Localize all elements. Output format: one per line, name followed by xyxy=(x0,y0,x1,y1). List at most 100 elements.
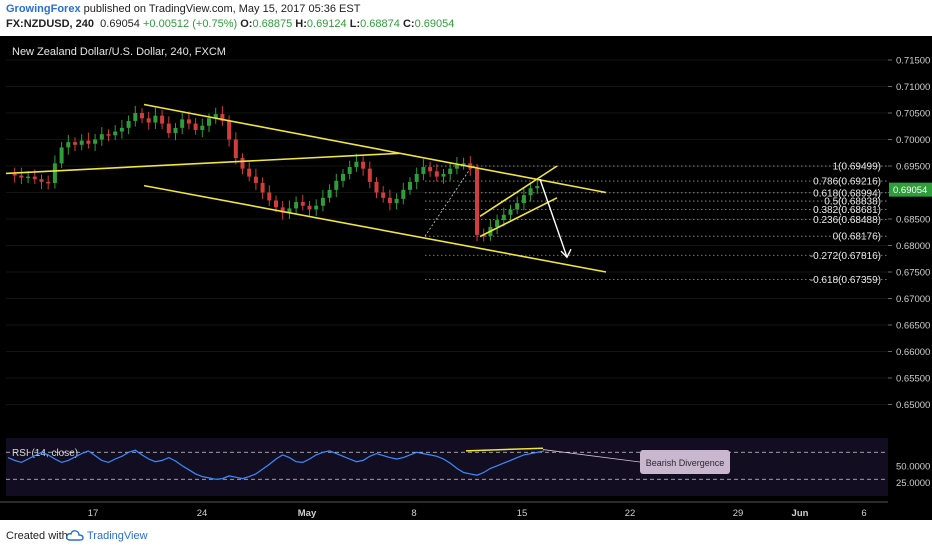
candle-body xyxy=(294,202,298,208)
candle-body xyxy=(174,128,178,133)
time-axis: 17 24 May 8 15 22 29 Jun 6 xyxy=(0,502,932,520)
candle-body xyxy=(254,177,258,183)
footer: Created with TradingView xyxy=(0,520,932,550)
symbol-label: FX:NZDUSD, 240 xyxy=(6,18,94,30)
candle-body xyxy=(73,142,77,145)
candle-body xyxy=(53,163,57,183)
candle-body xyxy=(314,206,318,210)
candle-body xyxy=(328,190,332,198)
candle-body xyxy=(234,140,238,159)
time-tick-label: 22 xyxy=(625,508,636,519)
time-tick-label: 17 xyxy=(88,508,99,519)
price-tick-label: 0.68500 xyxy=(896,215,930,226)
candle-body xyxy=(515,203,519,209)
price-change: +0.00512 (+0.75%) xyxy=(143,18,237,30)
candle-body xyxy=(381,193,385,198)
price-tick-label: 0.65000 xyxy=(896,400,930,411)
price-tick-label: 0.67500 xyxy=(896,268,930,279)
fibonacci-level-label: 0.236(0.68488) xyxy=(813,215,881,226)
candle-body xyxy=(153,116,157,123)
candle-body xyxy=(187,119,191,123)
candle-body xyxy=(194,124,198,130)
publish-line: GrowingForex published on TradingView.co… xyxy=(6,3,360,15)
candle-body xyxy=(127,121,131,128)
time-tick-label: Jun xyxy=(792,508,809,519)
price-tick-label: 0.69500 xyxy=(896,162,930,173)
candle-body xyxy=(475,169,479,235)
price-tick-label: 0.66500 xyxy=(896,321,930,332)
candle-body xyxy=(388,198,392,203)
low-label: L: xyxy=(350,18,360,30)
price-tick-label: 0.66000 xyxy=(896,347,930,358)
time-tick-label: 8 xyxy=(411,508,416,519)
candle-body xyxy=(261,183,265,193)
time-tick-label: 24 xyxy=(197,508,208,519)
fibonacci-level-label: -0.618(0.67359) xyxy=(810,275,881,286)
candle-body xyxy=(133,113,137,121)
fibonacci-level-label: 0.786(0.69216) xyxy=(813,177,881,188)
candle-body xyxy=(535,186,539,188)
candle-body xyxy=(80,141,84,145)
time-tick-label: May xyxy=(298,508,317,519)
candle-body xyxy=(321,198,325,206)
candle-body xyxy=(160,116,164,124)
candle-body xyxy=(341,174,345,181)
candle-body xyxy=(147,118,151,122)
candle-body xyxy=(448,169,452,174)
candle-body xyxy=(435,171,439,176)
last-price: 0.69054 xyxy=(100,18,140,30)
candle-body xyxy=(207,118,211,125)
candle-body xyxy=(33,177,37,180)
time-tick-label: 29 xyxy=(733,508,744,519)
candle-body xyxy=(361,162,365,169)
candle-body xyxy=(241,158,245,169)
candle-body xyxy=(442,174,446,177)
fibonacci-level-label: -0.272(0.67816) xyxy=(810,251,881,262)
open-label: O: xyxy=(240,18,252,30)
price-tick-label: 0.70000 xyxy=(896,135,930,146)
candle-body xyxy=(354,162,358,167)
candle-body xyxy=(395,199,399,203)
candle-body xyxy=(415,174,419,182)
time-tick-label: 6 xyxy=(861,508,866,519)
candle-body xyxy=(368,169,372,182)
tradingview-cloud-icon xyxy=(66,529,84,541)
candle-body xyxy=(267,193,271,201)
price-tick-label: 0.65500 xyxy=(896,374,930,385)
candle-body xyxy=(227,121,231,140)
candle-body xyxy=(502,215,506,220)
candle-body xyxy=(13,174,17,176)
current-price-label: 0.69054 xyxy=(893,185,927,196)
candle-body xyxy=(180,119,184,127)
quote-line: FX:NZDUSD, 240 0.69054 +0.00512 (+0.75%)… xyxy=(6,18,454,30)
candle-body xyxy=(86,141,90,144)
price-tick-label: 0.71500 xyxy=(896,56,930,67)
author-link[interactable]: GrowingForex xyxy=(6,3,81,15)
candle-body xyxy=(167,124,171,134)
time-tick-label: 15 xyxy=(517,508,528,519)
candle-body xyxy=(46,182,50,184)
candle-body xyxy=(334,181,338,190)
candle-body xyxy=(107,134,111,136)
price-chart[interactable]: New Zealand Dollar/U.S. Dollar, 240, FXC… xyxy=(0,36,932,520)
created-with-text: Created with xyxy=(6,530,68,542)
candle-body xyxy=(509,209,513,214)
low-value: 0.68874 xyxy=(360,18,400,30)
candle-body xyxy=(120,128,124,132)
high-label: H: xyxy=(295,18,307,30)
candle-body xyxy=(348,167,352,174)
price-tick-label: 0.68000 xyxy=(896,241,930,252)
candle-body xyxy=(200,126,204,130)
candle-body xyxy=(19,176,23,178)
published-text: published on TradingView.com, May 15, 20… xyxy=(81,3,361,15)
tradingview-brand-link[interactable]: TradingView xyxy=(87,530,148,542)
candle-body xyxy=(274,200,278,207)
fibonacci-level-label: 1(0.69499) xyxy=(833,162,881,173)
candle-body xyxy=(308,206,312,210)
price-tick-label: 0.71000 xyxy=(896,82,930,93)
candle-body xyxy=(247,169,251,177)
candle-body xyxy=(100,134,104,139)
rsi-panel: RSI (14, close) Bearish Divergence xyxy=(6,438,888,496)
chart-title: New Zealand Dollar/U.S. Dollar, 240, FXC… xyxy=(12,46,226,58)
high-value: 0.69124 xyxy=(307,18,347,30)
